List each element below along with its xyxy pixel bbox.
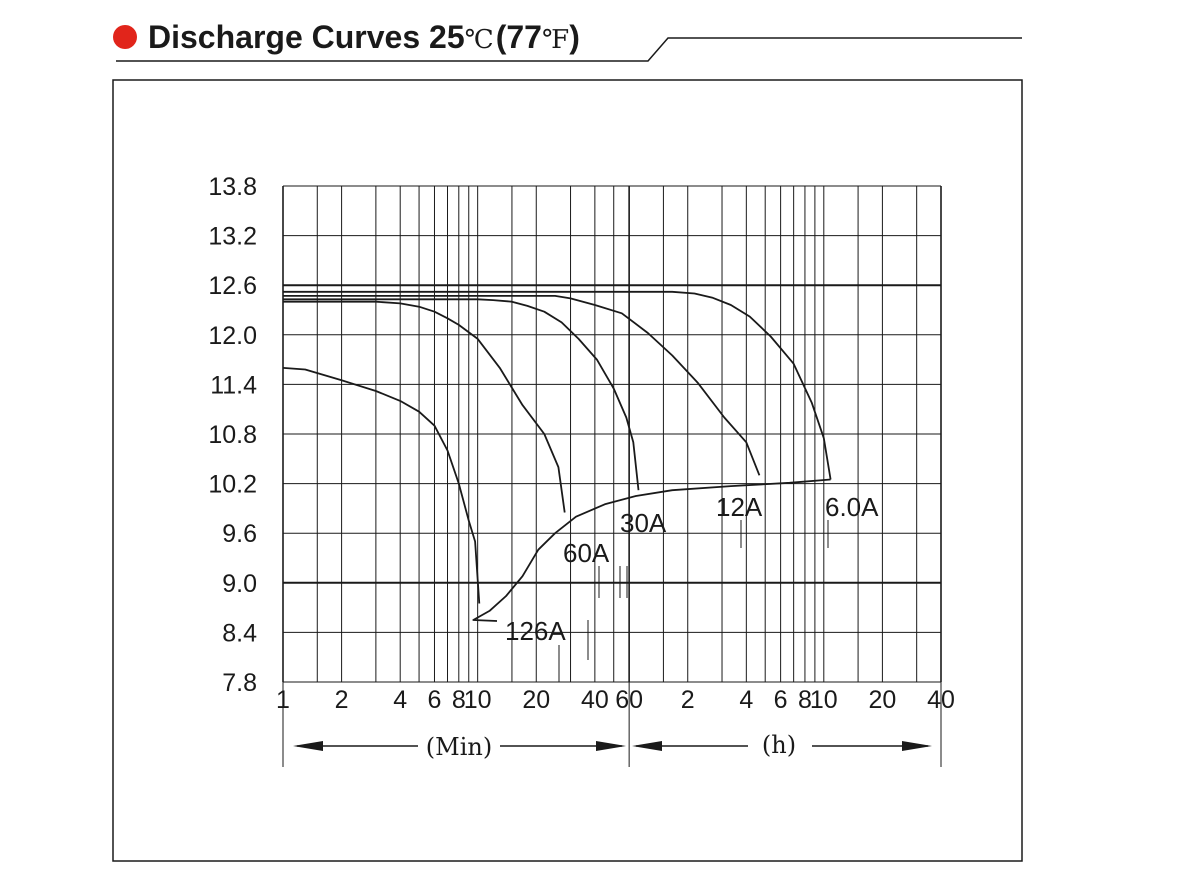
x-tick-label: 10	[464, 686, 492, 714]
x-tick-label: 4	[393, 686, 407, 714]
y-tick-label: 11.4	[210, 371, 257, 399]
discharge-curves: 126A 60A 30A 12A 6.0A	[282, 290, 879, 682]
x-tick-label: 40	[581, 686, 609, 714]
curve-label-6-0a: 6.0A	[825, 492, 879, 522]
x-tick-label: 8	[798, 686, 812, 714]
x-tick-label: 2	[681, 686, 695, 714]
y-tick-label: 13.2	[208, 223, 257, 251]
curve-label-126a: 126A	[505, 616, 566, 646]
arrow-left-icon	[632, 741, 662, 751]
y-tick-label: 12.0	[208, 322, 257, 350]
title-text: Discharge Curves 25℃(77℉)	[148, 19, 580, 55]
y-tick-label: 10.8	[208, 421, 257, 449]
title-fahrenheit-close: )	[569, 19, 580, 55]
arrow-right-icon	[596, 741, 626, 751]
y-tick-label: 13.8	[208, 173, 257, 201]
discharge-curve-60a	[283, 300, 566, 513]
x-tick-label: 10	[810, 686, 838, 714]
y-tick-label: 9.0	[222, 570, 257, 598]
title-bullet-icon	[113, 25, 137, 49]
x-tick-label: 2	[335, 686, 349, 714]
y-tick-label: 9.6	[222, 520, 257, 548]
x-tick-label: 8	[452, 686, 466, 714]
discharge-curve-126a	[282, 367, 481, 604]
time-range-indicators: (Min) (h)	[293, 731, 932, 761]
title-fahrenheit-unit: ℉	[542, 25, 569, 55]
arrow-right-icon	[902, 741, 932, 751]
x-tick-label: 4	[739, 686, 753, 714]
chart-frame	[112, 79, 1023, 862]
x-tick-label: 60	[615, 686, 643, 714]
x-axis-labels: 1 2 4 6 810 20 40 60 2 4 6 810 20 40	[276, 686, 955, 714]
x-tick-label: 6	[774, 686, 788, 714]
y-tick-label: 7.8	[222, 669, 257, 697]
x-tick-label: 20	[868, 686, 896, 714]
curve-label-60a: 60A	[563, 538, 610, 568]
x-tick-label: 40	[927, 686, 955, 714]
cutoff-voltage-line	[472, 478, 831, 622]
y-tick-label: 10.2	[208, 471, 257, 499]
title-underline	[116, 37, 1022, 62]
y-axis-labels: 7.8 8.4 9.0 9.6 10.2 10.8 11.4 12.0 12.6 13.2 13.8	[208, 173, 257, 697]
x-tick-label: 20	[522, 686, 550, 714]
curve-label-30a: 30A	[620, 508, 667, 538]
discharge-curve-30a	[283, 298, 640, 491]
y-tick-label: 8.4	[222, 619, 257, 647]
range-label-minutes: (Min)	[426, 733, 492, 761]
grid	[282, 185, 942, 767]
x-tick-label: 6	[428, 686, 442, 714]
arrow-left-icon	[293, 741, 323, 751]
title-main: Discharge Curves 25	[148, 19, 465, 55]
title-fahrenheit-open: (77	[496, 19, 542, 55]
discharge-curve-6-0a	[283, 290, 832, 480]
range-label-hours: (h)	[762, 731, 796, 759]
curve-label-12a: 12A	[716, 492, 763, 522]
title-celsius: ℃	[465, 25, 494, 55]
y-tick-label: 12.6	[208, 272, 257, 300]
discharge-curve-12a	[283, 295, 761, 476]
x-tick-label: 1	[276, 686, 290, 714]
